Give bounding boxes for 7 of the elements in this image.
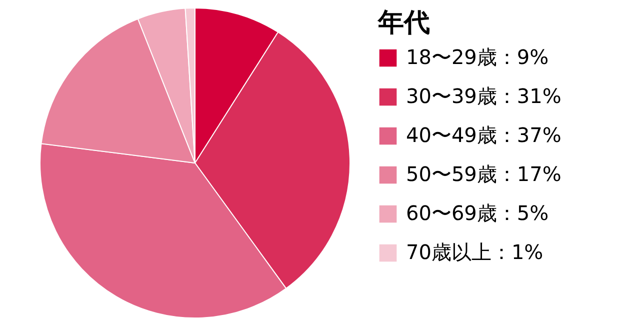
legend-label: 60〜69歳：5% [406, 201, 549, 225]
legend-label: 70歳以上：1% [406, 240, 544, 264]
legend-label: 40〜49歳：37% [406, 123, 562, 147]
legend-label: 30〜39歳：31% [406, 84, 562, 108]
legend-label: 18〜29歳：9% [406, 45, 549, 69]
legend-label: 50〜59歳：17% [406, 162, 562, 186]
legend-title: 年代 [377, 8, 430, 38]
